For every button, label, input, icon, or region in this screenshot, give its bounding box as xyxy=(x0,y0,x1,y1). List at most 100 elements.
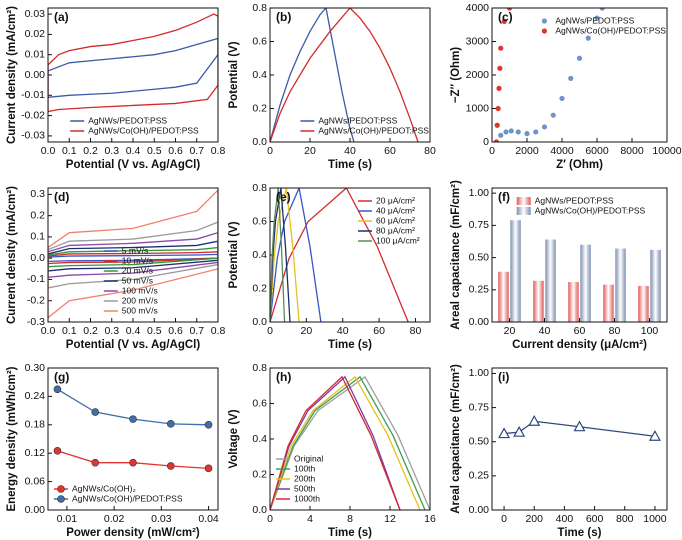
x-tick-label: 16 xyxy=(424,513,436,525)
plot-area xyxy=(48,189,218,319)
plot-area xyxy=(48,13,218,113)
line xyxy=(48,253,218,263)
y-axis-label: Areal capacitance (mF/cm²) xyxy=(450,364,462,514)
plot-frame xyxy=(47,7,219,143)
x-tick-label: 0.2 xyxy=(83,325,98,337)
marker xyxy=(494,122,500,128)
x-tick-label: 0 xyxy=(501,513,507,525)
x-tick-label: 20 xyxy=(304,145,316,157)
panel: 0.0 0.2 0.4 0.6 0.8 0 20 40 60 80 Time (s) Potentia… xyxy=(228,2,436,171)
x-tick-label: 0.0 xyxy=(41,145,56,157)
line xyxy=(270,8,355,142)
y-tick-label: 0.2 xyxy=(252,102,267,114)
y-tick-label: 0.3 xyxy=(30,188,45,200)
x-tick-label: 0.02 xyxy=(104,513,125,525)
line xyxy=(270,375,421,510)
y-tick-label: 0.25 xyxy=(469,284,490,296)
x-axis-label: Time (s) xyxy=(328,527,372,539)
panel-label: (d) xyxy=(54,190,69,204)
marker xyxy=(568,75,574,81)
y-tick-label: 0.8 xyxy=(252,362,267,374)
y-tick-label: 0.4 xyxy=(252,433,267,445)
y-tick-label: 0.0 xyxy=(252,316,267,328)
y-tick-label: 0.2 xyxy=(252,282,267,294)
x-tick-label: 0.6 xyxy=(168,145,183,157)
x-tick-label: 4 xyxy=(307,513,313,525)
legend-label: 80 μA/cm² xyxy=(376,225,415,235)
marker xyxy=(533,129,539,135)
bar xyxy=(580,244,591,322)
plot-frame xyxy=(491,187,668,323)
marker xyxy=(524,131,530,137)
legend-label: 1000th xyxy=(294,493,320,503)
y-tick-label: 2000 xyxy=(466,69,490,81)
x-tick-label: 0.03 xyxy=(151,513,172,525)
marker xyxy=(166,462,175,470)
x-tick-label: 60 xyxy=(373,325,385,337)
x-axis-label: Time (s) xyxy=(328,159,372,171)
y-axis-label: Current density (mA/cm²) xyxy=(6,6,18,144)
x-tick-label: 4000 xyxy=(550,145,574,157)
y-tick-label: 0.00 xyxy=(25,69,46,81)
line xyxy=(48,37,218,98)
y-tick-label: -0.2 xyxy=(27,295,45,307)
plot-frame xyxy=(269,7,431,143)
y-axis-label: Current density (mA/cm²) xyxy=(6,186,18,324)
x-tick-label: 0.1 xyxy=(62,325,77,337)
x-tick-label: 8000 xyxy=(620,145,644,157)
x-tick-label: 20 xyxy=(504,325,516,337)
plot-area xyxy=(270,188,409,322)
y-tick-label: -0.3 xyxy=(27,316,45,328)
legend-label: AgNWs/Co(OH)/PEDOT:PSS xyxy=(555,25,666,35)
legend-label: AgNWs/PEDOT:PSS xyxy=(555,15,634,25)
x-tick-label: 0.5 xyxy=(147,145,162,157)
line xyxy=(270,188,409,322)
y-axis-label: Potential (V) xyxy=(228,41,240,108)
y-tick-label: 0.75 xyxy=(469,401,490,413)
panel-label: (f) xyxy=(498,190,510,204)
marker xyxy=(57,495,65,503)
y-tick-label: 0.00 xyxy=(469,504,490,516)
y-tick-label: 0.30 xyxy=(25,362,46,374)
plot-frame xyxy=(47,187,219,323)
marker xyxy=(204,420,213,429)
marker xyxy=(515,129,521,135)
marker xyxy=(204,464,213,473)
marker xyxy=(496,85,502,91)
marker xyxy=(506,8,513,11)
x-tick-label: 0.8 xyxy=(211,325,226,337)
line xyxy=(48,251,218,265)
panel-label: (b) xyxy=(276,10,291,24)
line xyxy=(270,188,291,322)
x-tick-label: 0 xyxy=(267,325,273,337)
marker xyxy=(599,8,605,11)
y-tick-label: 0.6 xyxy=(252,35,267,47)
x-tick-label: 80 xyxy=(609,325,621,337)
y-tick-label: 0.6 xyxy=(252,397,267,409)
bar xyxy=(498,271,509,322)
y-axis-label: Energy density (mWh/cm²) xyxy=(6,366,18,511)
legend-label: AgNWs/PEDOT:PSS xyxy=(88,115,167,125)
y-tick-label: 0.25 xyxy=(469,470,490,482)
x-tick-label: 0.2 xyxy=(83,145,98,157)
x-tick-label: 800 xyxy=(616,513,634,525)
panel: 0 1000 2000 3000 4000 0 2000 4000 6000 8000 10000 Z… xyxy=(450,2,682,171)
y-tick-label: 0.6 xyxy=(252,215,267,227)
y-tick-label: 0.50 xyxy=(469,436,490,448)
bar xyxy=(533,280,544,322)
y-tick-label: 0.0 xyxy=(252,504,267,516)
line xyxy=(48,189,218,319)
y-tick-label: -0.02 xyxy=(21,109,45,121)
line xyxy=(270,188,300,322)
legend-label: 100 mV/s xyxy=(122,285,158,295)
marker xyxy=(495,105,501,112)
x-tick-label: 40 xyxy=(539,325,551,337)
plot-frame xyxy=(269,367,431,511)
legend-label: 5 mV/s xyxy=(122,245,148,255)
line xyxy=(270,375,430,510)
plot-frame xyxy=(47,367,219,511)
